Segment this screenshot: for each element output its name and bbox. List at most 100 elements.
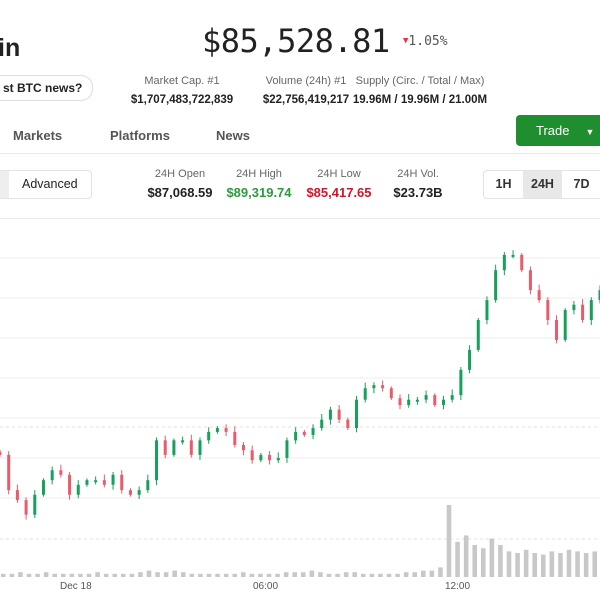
candle-body — [50, 470, 54, 481]
candle-body — [128, 490, 132, 495]
volume-bar — [232, 573, 237, 577]
divider — [0, 218, 600, 219]
price-change-value: 1.05% — [408, 34, 448, 49]
volume-bar — [583, 553, 589, 577]
price-chart[interactable] — [0, 219, 600, 579]
candle-body — [589, 300, 593, 321]
day-stat-value: $87,068.59 — [147, 185, 213, 200]
candle-body — [337, 409, 341, 420]
stat-value: $1,707,483,722,839 — [130, 94, 234, 106]
volume-bar — [258, 573, 263, 577]
volume-bar — [343, 572, 349, 577]
volume-bar — [498, 545, 503, 577]
candle-body — [294, 431, 298, 441]
divider — [0, 153, 600, 154]
trade-label: Trade — [536, 123, 570, 138]
caret-down-icon: ▼ — [403, 36, 409, 46]
day-stat-open: 24H Open $87,068.59 — [140, 168, 220, 200]
day-stat-volume: 24H Vol. $23.73B — [378, 168, 458, 200]
volume-bar — [223, 573, 229, 577]
candle-body — [415, 399, 419, 402]
volume-bar — [215, 573, 220, 577]
chart-mode-toggle: Advanced — [0, 170, 92, 199]
candle-body — [581, 304, 585, 321]
candle-body — [68, 474, 72, 495]
volume-bar — [283, 572, 289, 577]
volume-bar — [206, 573, 212, 577]
volume-bar — [386, 573, 392, 577]
volume-bar — [292, 572, 297, 577]
volume-bar — [43, 572, 49, 577]
timeframe-selector: 1H 24H 7D — [483, 170, 600, 199]
volume-bar — [249, 573, 255, 577]
x-tick-label: 12:00 — [445, 581, 471, 592]
volume-bar — [172, 570, 177, 577]
candle-body — [250, 450, 254, 461]
candle-body — [381, 385, 385, 389]
volume-bar — [421, 570, 426, 577]
chart-mode-advanced[interactable]: Advanced — [22, 177, 78, 191]
stat-label: Volume (24h) #1 — [265, 75, 347, 87]
day-stat-label: 24H Low — [317, 168, 361, 180]
candle-body — [181, 440, 185, 443]
x-tick-label: 06:00 — [253, 581, 279, 592]
candle-body — [146, 480, 150, 491]
stat-supply: Supply (Circ. / Total / Max) 19.96M / 19… — [350, 75, 490, 106]
tab-news[interactable]: News — [216, 128, 250, 143]
caret-down-icon: ▼ — [585, 127, 595, 137]
candle-body — [0, 451, 2, 455]
timeframe-1h[interactable]: 1H — [495, 177, 512, 191]
candle-body — [355, 399, 359, 429]
volume-bar — [309, 570, 315, 577]
day-stat-value: $23.73B — [393, 185, 443, 200]
stat-value: $22,756,419,217 — [262, 94, 350, 106]
tab-markets[interactable]: Markets — [13, 128, 63, 143]
price-change: ▼1.05% — [403, 34, 448, 49]
volume-bar — [566, 549, 572, 577]
volume-bar — [69, 573, 75, 577]
candle-body — [485, 300, 489, 321]
volume-bar — [146, 570, 152, 577]
candle-body — [7, 454, 11, 491]
stat-volume: Volume (24h) #1 $22,756,419,217 — [250, 75, 362, 106]
candle-body — [546, 300, 550, 321]
stat-label: Market Cap. #1 — [144, 75, 220, 87]
x-tick-label: Dec 18 — [60, 581, 92, 592]
volume-bar — [438, 567, 443, 577]
tab-platforms[interactable]: Platforms — [110, 128, 170, 143]
timeframe-24h[interactable]: 24H — [523, 171, 562, 198]
trade-button[interactable]: Trade ▼ — [516, 115, 600, 146]
volume-bar — [472, 545, 477, 577]
volume-bar — [138, 572, 143, 577]
volume-bar — [275, 573, 280, 577]
day-stat-value: $85,417.65 — [306, 185, 372, 200]
volume-bar — [181, 572, 186, 577]
news-button[interactable]: st BTC news? — [0, 75, 94, 101]
day-stat-label: 24H High — [236, 168, 282, 180]
candle-body — [207, 431, 211, 441]
volume-bar — [541, 554, 546, 577]
candle-body — [363, 388, 367, 400]
candle-body — [424, 395, 428, 400]
candle-body — [459, 369, 463, 396]
timeframe-7d[interactable]: 7D — [573, 177, 590, 191]
candle-body — [224, 428, 228, 432]
candle-body — [476, 320, 480, 350]
candle-body — [328, 409, 332, 420]
candle-body — [572, 304, 576, 311]
candle-body — [320, 419, 324, 429]
candle-body — [468, 349, 472, 370]
volume-bar — [506, 551, 512, 577]
candle-body — [241, 444, 245, 451]
chart-mode-original[interactable] — [0, 171, 9, 198]
volume-bar — [455, 541, 460, 577]
day-stat-label: 24H Open — [154, 168, 206, 180]
day-stat-high: 24H High $89,319.74 — [219, 168, 299, 200]
candle-body — [189, 440, 193, 455]
candle-body — [215, 428, 219, 432]
candle-body — [233, 431, 237, 445]
candle-body — [59, 470, 63, 475]
volume-bar — [52, 573, 57, 577]
volume-bar — [241, 572, 246, 577]
current-price: $85,528.81 — [202, 22, 390, 60]
